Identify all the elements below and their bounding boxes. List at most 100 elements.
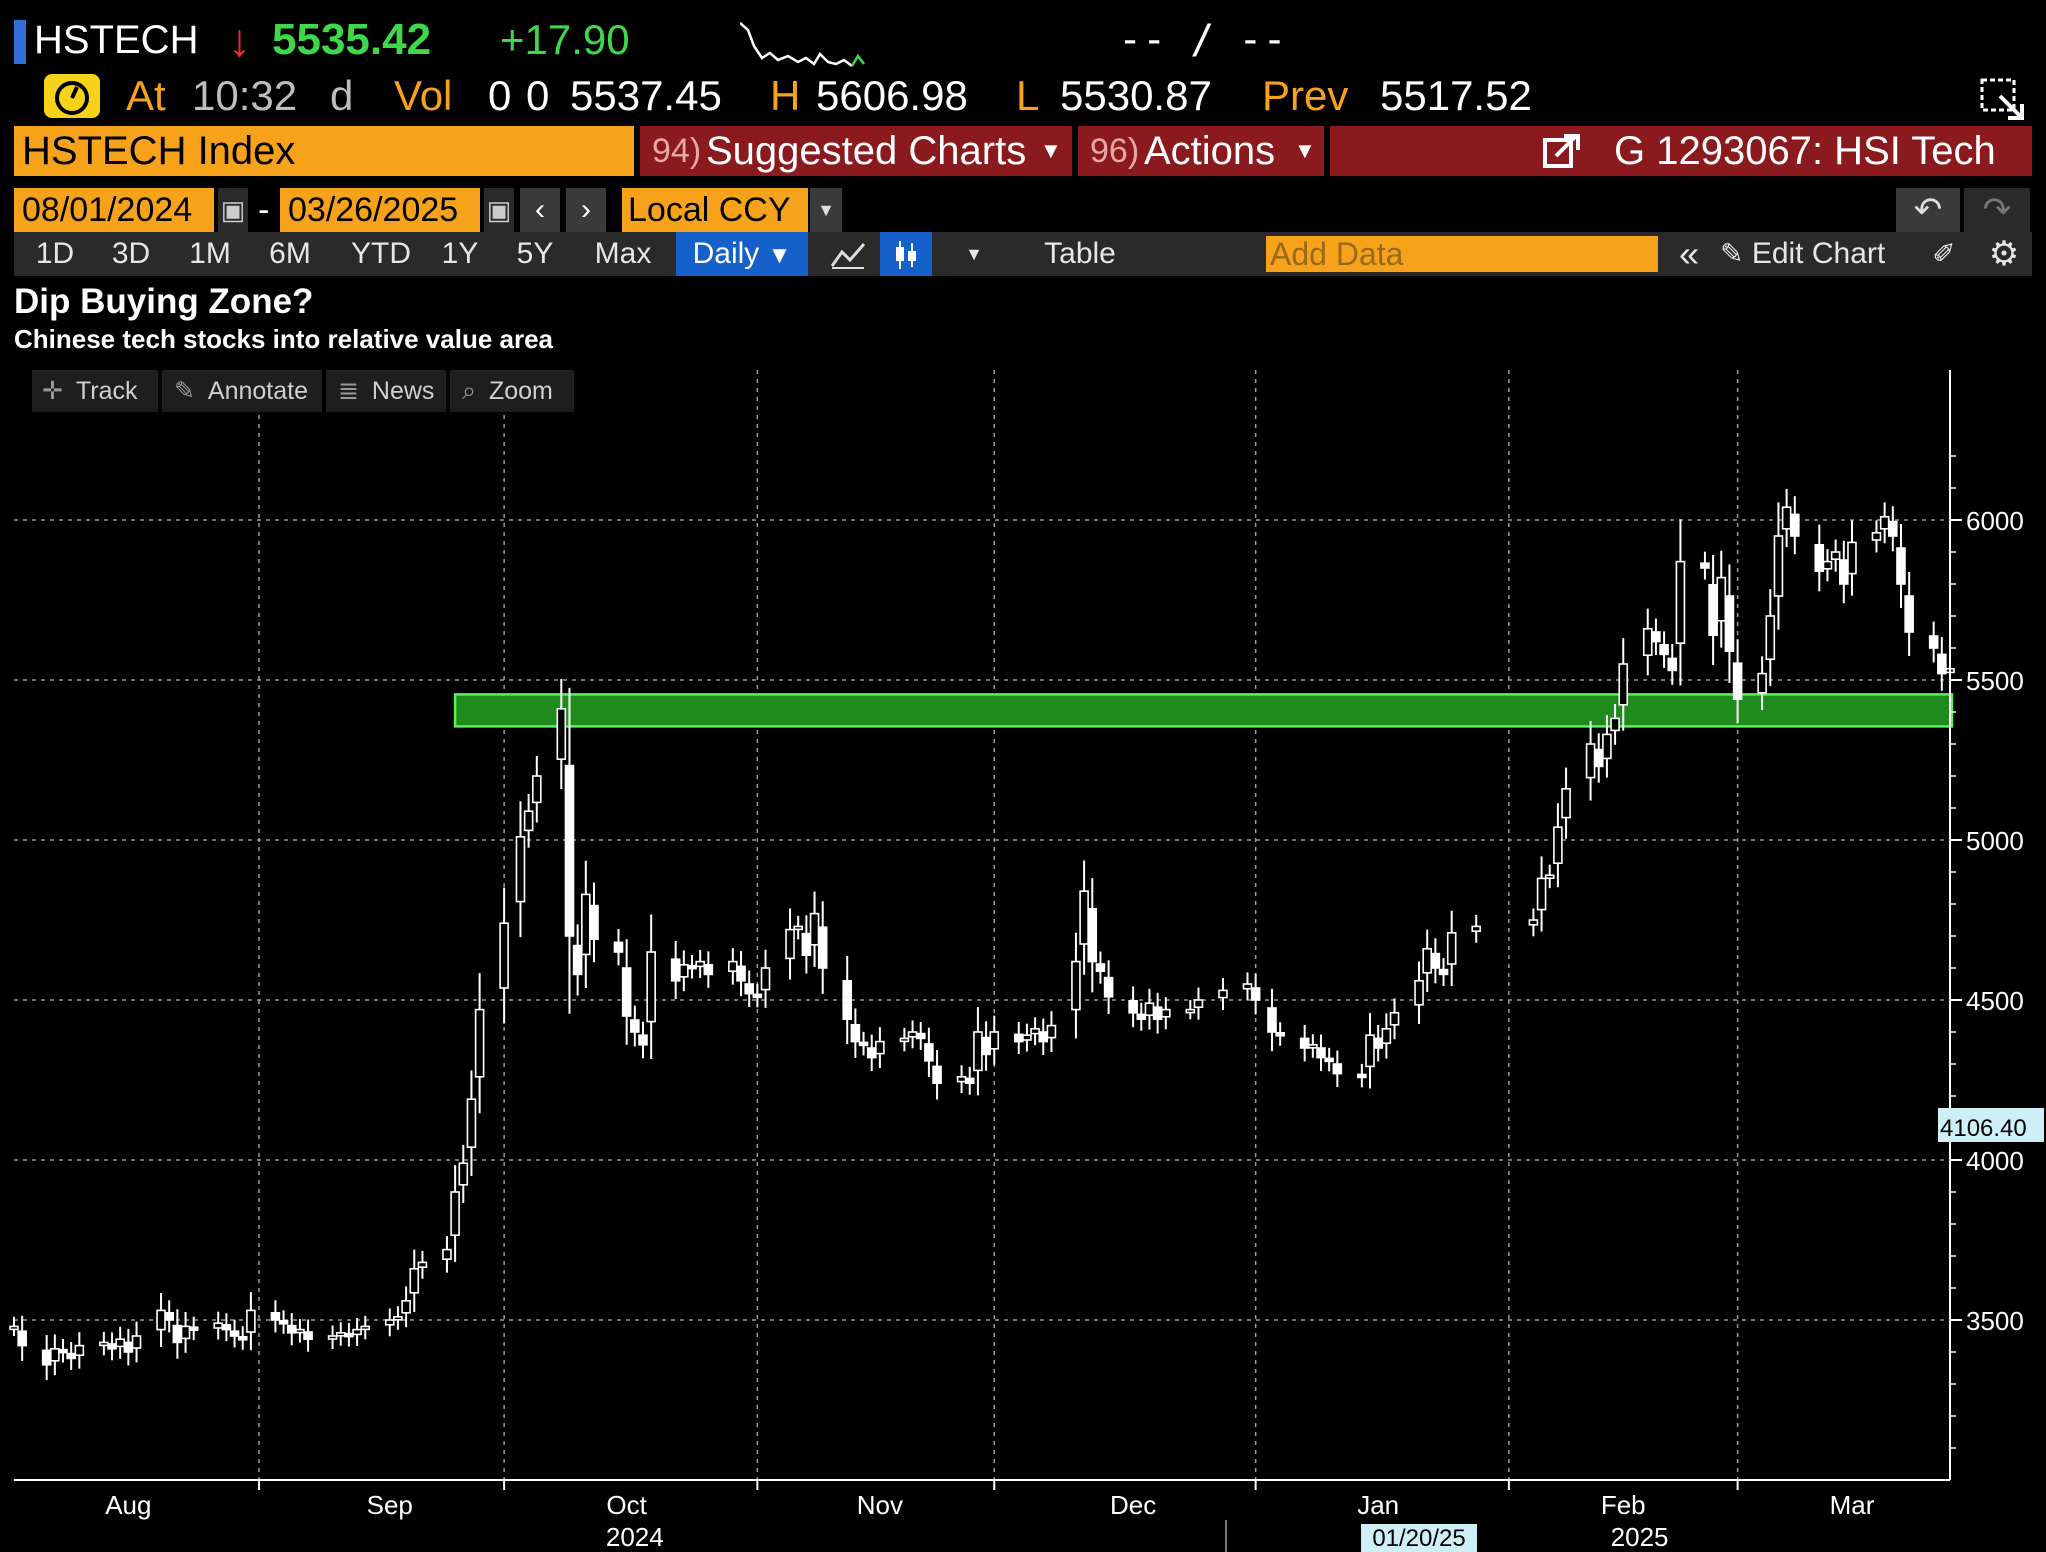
next-range-button[interactable]: › — [566, 188, 606, 232]
candle-body — [523, 810, 534, 832]
candle-body — [164, 1312, 175, 1321]
candle-body — [295, 1328, 305, 1334]
crosshair-icon: ✛ — [42, 377, 63, 405]
candle-body — [809, 912, 820, 946]
previous-range-button[interactable]: ‹ — [520, 188, 560, 232]
candle-body — [1773, 535, 1784, 597]
period-tab-3d[interactable]: 3D — [111, 237, 151, 270]
candle-body — [907, 1031, 918, 1038]
candle-body — [1079, 890, 1089, 945]
candle-body — [1618, 663, 1629, 706]
candle-body — [1536, 877, 1547, 911]
x-month-label: Feb — [1601, 1490, 1646, 1520]
popout-window-icon[interactable] — [1978, 74, 2030, 124]
candle-body — [1275, 1032, 1285, 1037]
candle-body — [801, 932, 812, 956]
candle-body — [450, 1191, 460, 1237]
candle-body — [1299, 1037, 1310, 1049]
edit-chart-button[interactable]: ✎ Edit Chart — [1720, 232, 1910, 276]
actions-menu[interactable]: 96) Actions ▼ — [1078, 126, 1324, 176]
candle-body — [899, 1037, 910, 1043]
low-label: L — [1016, 72, 1040, 119]
period-tab-1d[interactable]: 1D — [35, 237, 75, 270]
period-tab-1m[interactable]: 1M — [189, 237, 231, 270]
y-tick-label: 3500 — [1966, 1306, 2024, 1336]
y-tick-label: 5500 — [1966, 666, 2024, 696]
chevron-down-icon: ▼ — [767, 242, 792, 269]
chart-edit-icon[interactable]: ✐ — [1932, 238, 1956, 269]
candle-body — [417, 1261, 428, 1269]
period-tab-1y[interactable]: 1Y — [441, 237, 479, 270]
candle-body — [17, 1330, 27, 1347]
candle-body — [1610, 717, 1620, 732]
dip-buying-zone — [453, 693, 1954, 728]
external-link-icon[interactable] — [1542, 134, 1582, 170]
candle-body — [1879, 515, 1890, 530]
candle-body — [74, 1344, 85, 1356]
zoom-button[interactable]: ⌕ Zoom — [450, 370, 574, 412]
calendar-icon[interactable]: ▣ — [484, 188, 514, 232]
track-button[interactable]: ✛ Track — [32, 370, 158, 412]
candle-body — [1136, 1013, 1147, 1021]
start-date: 08/01/2024 — [22, 191, 193, 229]
chart-id-bar: G 1293067: HSI Tech — [1330, 126, 2032, 176]
volume-label: Vol — [394, 72, 453, 119]
security-field[interactable]: HSTECH Index — [14, 126, 634, 176]
candle-body — [1896, 547, 1906, 585]
candle-body — [1422, 947, 1432, 974]
candle-body — [409, 1268, 420, 1294]
candlestick-chart-icon[interactable] — [880, 232, 932, 276]
candle-body — [352, 1328, 362, 1336]
track-label: Track — [75, 377, 138, 405]
annotate-button[interactable]: ✎ Annotate — [162, 370, 322, 412]
table-button[interactable]: Table — [1010, 232, 1150, 276]
candle-body — [866, 1047, 877, 1059]
candle-body — [303, 1331, 313, 1340]
candle-body — [1561, 787, 1571, 819]
frequency-select[interactable]: Daily ▼ — [676, 232, 808, 276]
candle-body — [581, 893, 591, 956]
candle-body — [58, 1348, 68, 1354]
candle-body — [1373, 1037, 1383, 1049]
security-name: HSTECH Index — [22, 129, 296, 173]
collapse-left-icon[interactable]: « — [1678, 233, 1700, 274]
candle-body — [9, 1325, 19, 1331]
period-tab-max[interactable]: Max — [594, 237, 652, 270]
period-tab-6m[interactable]: 6M — [269, 237, 311, 270]
end-date-input[interactable]: 03/26/2025 — [280, 188, 480, 232]
currency-select[interactable]: Local CCY — [622, 188, 808, 232]
period-tab-5y[interactable]: 5Y — [516, 237, 554, 270]
redo-button[interactable]: ↷ — [1964, 188, 2030, 232]
undo-button[interactable]: ↶ — [1896, 188, 1960, 232]
candle-body — [703, 963, 714, 976]
magnifier-icon: ⌕ — [462, 377, 477, 405]
news-button[interactable]: ≣ News — [326, 370, 446, 412]
candle-body — [1365, 1034, 1375, 1068]
gear-icon[interactable]: ⚙ — [1988, 235, 2020, 273]
down-arrow-icon: ↓ — [228, 14, 251, 66]
candle-body — [1544, 874, 1555, 880]
candle-body — [1847, 541, 1857, 575]
candle-body — [687, 964, 697, 970]
suggested-charts-menu[interactable]: 94) Suggested Charts ▼ — [640, 126, 1072, 176]
candle-body — [875, 1040, 885, 1055]
line-chart-icon[interactable] — [820, 232, 876, 276]
candle-body — [466, 1098, 477, 1148]
candle-body — [270, 1312, 281, 1321]
chevron-down-icon[interactable]: ▼ — [965, 244, 983, 264]
candle-body — [1324, 1057, 1334, 1063]
candle-body — [1659, 643, 1669, 656]
candle-body — [1822, 560, 1833, 570]
volume-value: 0 — [488, 72, 512, 119]
chevron-down-icon[interactable]: ▼ — [810, 188, 842, 232]
add-data-input[interactable]: Add Data — [1266, 236, 1658, 272]
net-change: +17.90 — [500, 16, 630, 63]
highlight-zone — [453, 693, 1954, 728]
candle-body — [638, 1034, 648, 1046]
start-date-input[interactable]: 08/01/2024 — [14, 188, 214, 232]
period-tab-ytd[interactable]: YTD — [351, 237, 411, 270]
y-tick-label: 4000 — [1966, 1146, 2024, 1176]
candle-body — [474, 1008, 485, 1078]
calendar-icon[interactable]: ▣ — [218, 188, 248, 232]
